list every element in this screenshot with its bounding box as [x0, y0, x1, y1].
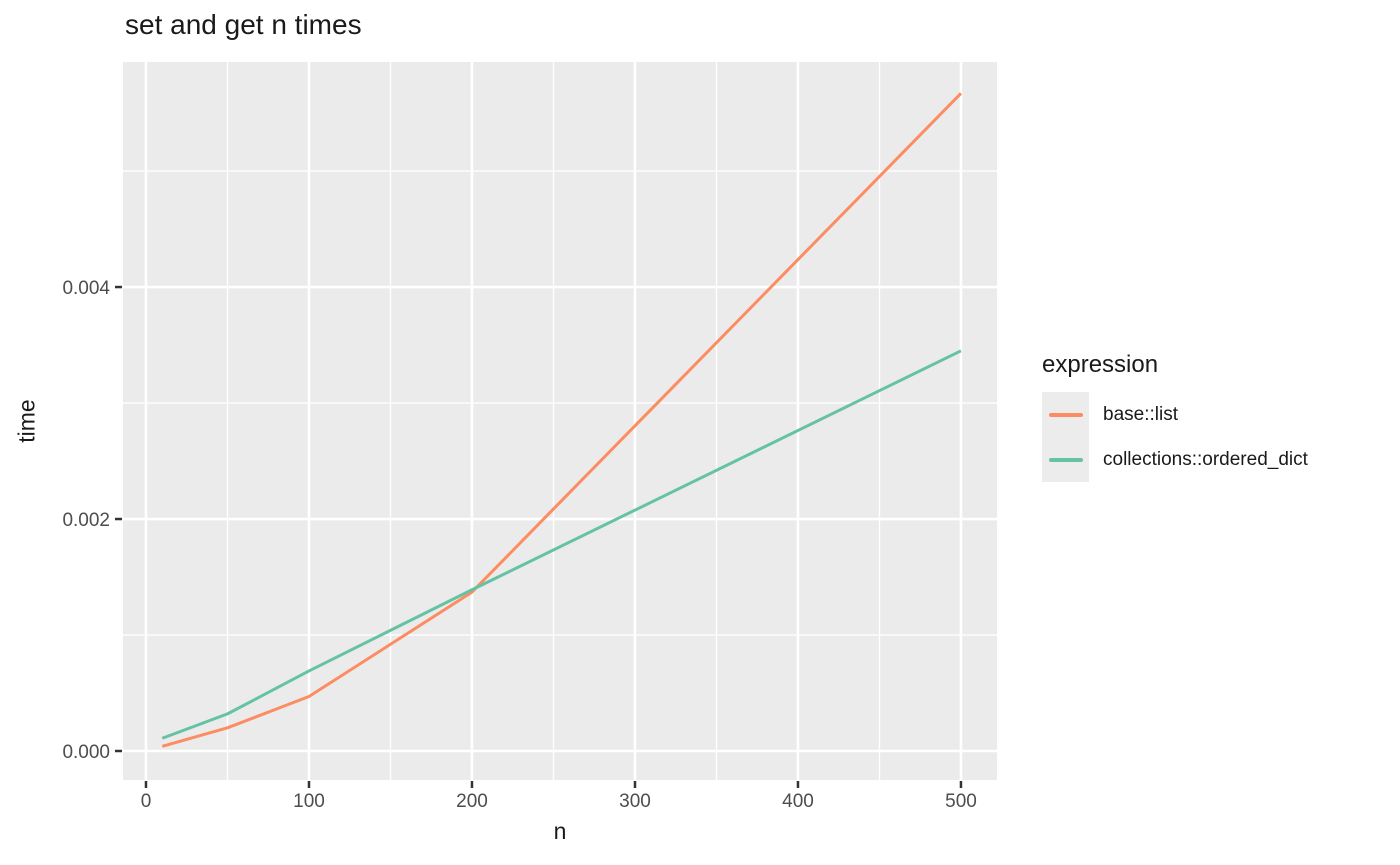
legend-title: expression	[1042, 351, 1159, 378]
series-lines	[161, 92, 963, 748]
legend-item: collections::ordered_dict	[1042, 437, 1308, 482]
legend-key-line-icon	[1048, 412, 1083, 417]
legend-key	[1042, 437, 1089, 482]
series-line	[161, 92, 963, 748]
panel-background	[123, 62, 997, 780]
legend-item: base::list	[1042, 392, 1308, 437]
axis-tick-marks	[115, 285, 963, 788]
y-tick-label: 0.004	[62, 278, 110, 299]
x-tick-label: 400	[782, 791, 814, 812]
series-line	[161, 349, 962, 740]
y-axis-title: time	[13, 399, 40, 443]
x-tick-label: 0	[141, 791, 152, 812]
chart-title: set and get n times	[125, 9, 362, 40]
x-tick-label: 200	[456, 791, 488, 812]
gridlines-major	[123, 62, 997, 780]
legend-key	[1042, 392, 1089, 437]
legend-item-label: base::list	[1103, 403, 1178, 425]
x-tick-label: 300	[619, 791, 651, 812]
x-axis-title: n	[553, 818, 567, 844]
axis-tick-labels: 0 100 200 300 400 500 0.000 0.002 0.004	[62, 278, 976, 812]
x-tick-label: 500	[945, 791, 977, 812]
y-tick-label: 0.000	[62, 742, 110, 763]
legend-key-line-icon	[1048, 457, 1083, 462]
legend-item-label: collections::ordered_dict	[1103, 448, 1308, 470]
y-tick-label: 0.002	[62, 510, 110, 531]
x-tick-label: 100	[293, 791, 325, 812]
